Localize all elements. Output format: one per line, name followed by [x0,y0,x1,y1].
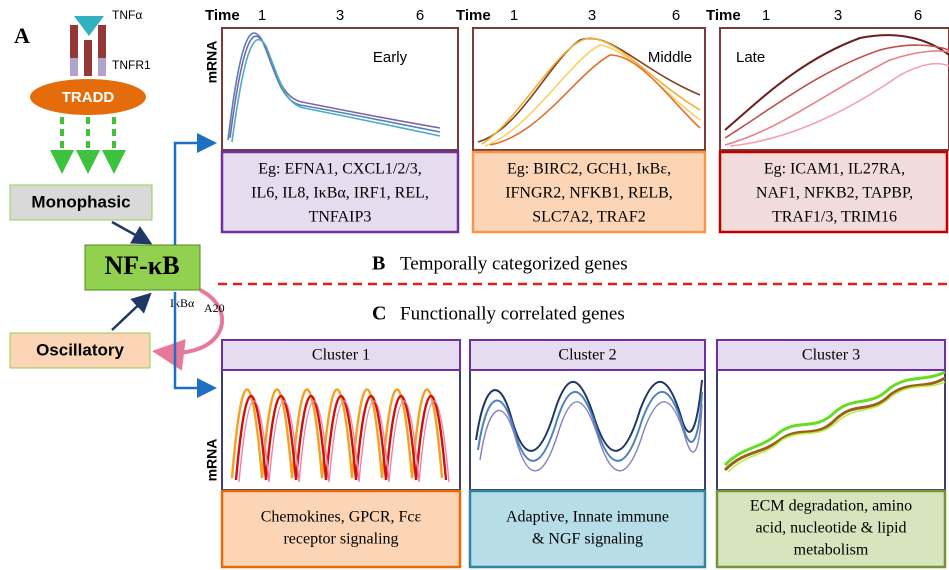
time-tick: 6 [914,7,922,24]
signal-arrows [50,117,126,174]
gene-line: Eg: BIRC2, GCH1, IκBε, [507,161,671,178]
curves-cluster3 [723,370,946,473]
arrow [111,292,152,331]
time-tick: 1 [762,7,770,24]
gene-box [220,150,460,234]
cluster-header [469,339,706,371]
curves-early [227,32,441,143]
gene-line: Eg: ICAM1, IL27RA, [764,161,905,178]
cluster-header [716,339,946,371]
time-tick: 1 [510,7,518,24]
description-line: ECM degradation, amino [750,498,912,515]
receptor-icon [70,16,106,76]
gene-line: SLC7A2, TRAF2 [532,209,646,226]
description-line: receptor signaling [283,531,398,548]
description-line: Adaptive, Innate immune [506,509,669,526]
feedback-label: IκBα [170,296,195,310]
feedback-arrow [152,288,225,371]
gene-line: TRAF1/3, TRIM16 [772,209,897,226]
group-name: Middle [648,49,692,66]
time-tick: 3 [588,7,596,24]
panel-label: A [14,23,30,48]
oscillatory-label: Oscillatory [36,340,124,359]
monophasic-label: Monophasic [31,192,130,211]
gene-box [471,150,707,234]
time-label: Time [205,7,240,24]
description-box [468,489,707,569]
section-label: C [372,303,386,325]
y-label: mRNA [204,41,220,84]
gene-line: IFNGR2, NFKB1, RELB, [505,185,673,202]
gene-line: IL6, IL8, IκBα, IRF1, REL, [251,185,429,202]
time-tick: 3 [834,7,842,24]
group-name: Early [373,49,408,66]
cluster-name: Cluster 3 [802,347,860,364]
tradd-label: TRADD [62,89,115,106]
description-line: Chemokines, GPCR, Fcε [261,509,422,526]
section-label: B [372,253,385,275]
time-tick: 3 [336,7,344,24]
tradd-node [30,79,146,115]
gene-line: NAF1, NFKB2, TAPBP, [756,185,913,202]
oscillatory-box [9,332,151,369]
description-box [715,489,947,569]
ligand-label: TNFα [112,8,142,22]
gene-line: TNFAIP3 [309,209,372,226]
group-name: Late [736,49,765,66]
y-label: mRNA [204,439,220,482]
curves-middle [477,37,701,147]
gene-line: Eg: EFNA1, CXCL1/2/3, [258,161,422,178]
time-tick: 1 [258,7,266,24]
cluster-name: Cluster 2 [558,347,616,364]
section-title: Temporally categorized genes [400,253,628,274]
connector [173,133,217,398]
curves-cluster2 [475,379,703,472]
description-line: metabolism [794,542,869,559]
monophasic-box [9,184,153,221]
description-line: & NGF signaling [532,531,643,548]
arrow [111,220,153,245]
cluster-name: Cluster 1 [312,347,370,364]
time-tick: 6 [416,7,424,24]
section-title: Functionally correlated genes [400,303,625,324]
cluster-header [221,339,461,371]
curves-cluster1 [230,388,450,483]
gene-box [718,150,949,234]
time-label: Time [706,7,741,24]
time-label: Time [456,7,491,24]
feedback-sub: A20 [204,301,225,315]
time-tick: 6 [672,7,680,24]
nfkb-box [84,244,201,291]
plot-frame [221,27,949,151]
description-box [220,489,462,569]
curves-late [724,34,949,147]
receptor-label: TNFR1 [112,58,151,72]
nfkb-label: NF-κB [104,251,179,280]
description-line: acid, nucleotide & lipid [755,520,906,537]
